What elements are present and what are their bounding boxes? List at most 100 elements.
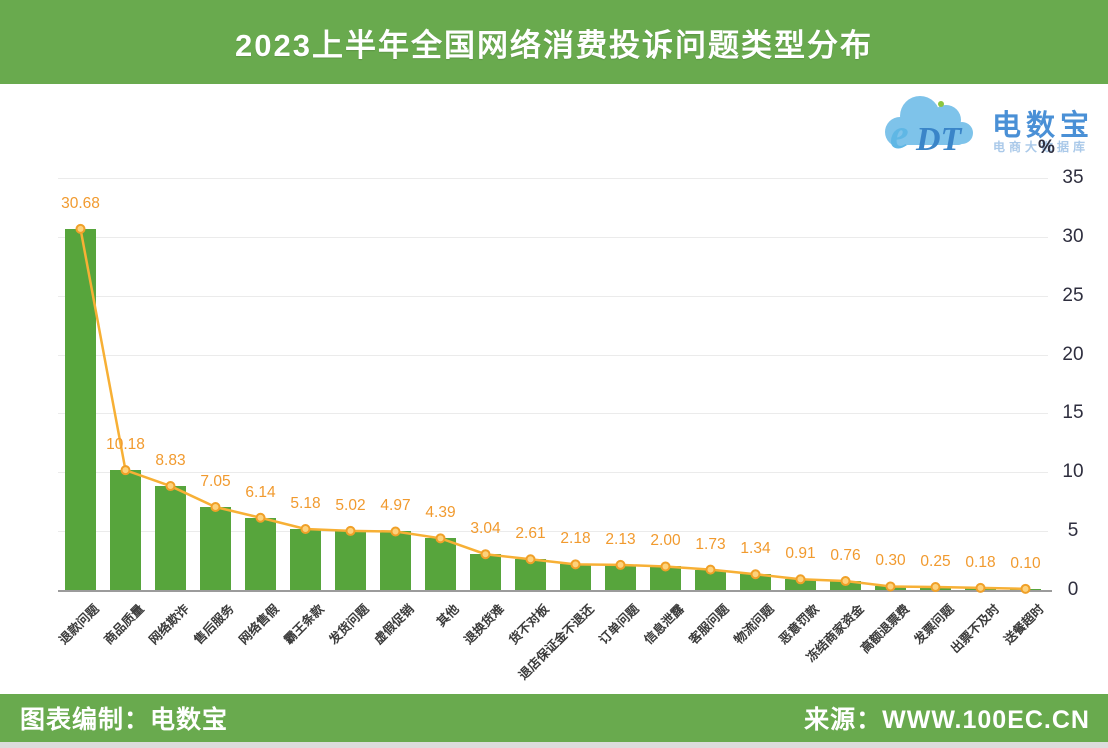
data-point-marker (840, 576, 851, 587)
footer-credit: 图表编制：电数宝 (20, 706, 229, 734)
data-point-marker (75, 223, 86, 234)
category-label: 出票不及时 (948, 601, 1003, 656)
y-axis-tick-label: 15 (1062, 402, 1084, 424)
bar (830, 581, 861, 590)
value-label: 5.18 (290, 495, 321, 513)
bar (515, 559, 546, 590)
cloud-logo-icon: e DT (878, 90, 988, 160)
header-banner: 2023上半年全国网络消费投诉问题类型分布 (0, 0, 1108, 84)
y-gridline (58, 354, 1048, 356)
bar (650, 566, 681, 590)
value-label: 1.73 (695, 535, 726, 553)
value-label: 2.61 (515, 525, 546, 543)
category-label: 退换货难 (461, 601, 508, 648)
category-label: 冻结商家资金 (804, 601, 868, 665)
data-point-marker (885, 581, 896, 592)
bar (875, 586, 906, 590)
y-gridline (58, 531, 1048, 533)
data-point-marker (390, 526, 401, 537)
category-label: 商品质量 (101, 601, 148, 648)
bar (470, 554, 501, 590)
value-label: 4.97 (380, 497, 411, 515)
data-point-marker (345, 525, 356, 536)
bar (200, 507, 231, 590)
chart-title: 2023上半年全国网络消费投诉问题类型分布 (235, 27, 873, 63)
value-label: 0.30 (875, 552, 906, 570)
value-label: 6.14 (245, 483, 276, 501)
category-label: 信息泄露 (641, 601, 688, 648)
value-label: 3.04 (470, 520, 501, 538)
y-axis-tick-label: 35 (1062, 167, 1084, 188)
y-axis-tick-label: 0 (1067, 579, 1079, 600)
y-gridline (58, 295, 1048, 297)
value-label: 4.39 (425, 504, 456, 522)
data-point-marker (210, 502, 221, 513)
svg-text:DT: DT (915, 121, 963, 158)
bar (65, 228, 96, 590)
y-axis-tick-label: 20 (1062, 343, 1084, 365)
bar (740, 574, 771, 590)
bar (380, 531, 411, 590)
data-point-marker (930, 582, 941, 593)
value-label: 2.00 (650, 532, 681, 550)
category-label: 售后服务 (191, 601, 238, 648)
data-point-marker (300, 524, 311, 535)
value-label: 0.25 (920, 553, 951, 571)
category-label: 发货问题 (326, 601, 373, 648)
data-point-marker (435, 533, 446, 544)
value-label: 7.05 (200, 473, 231, 490)
value-label: 8.83 (155, 452, 186, 470)
y-gridline (58, 413, 1048, 415)
logo-subtitle-text: 电商大数据库 (993, 140, 1090, 154)
y-axis-tick-label: 25 (1062, 284, 1084, 306)
data-point-marker (165, 481, 176, 492)
category-label: 物流问题 (731, 601, 778, 648)
category-label: 货不对板 (506, 601, 553, 648)
category-label: 送餐超时 (1001, 601, 1048, 648)
svg-text:e: e (890, 112, 909, 158)
value-label: 0.18 (965, 553, 996, 571)
y-gridline (58, 178, 1048, 179)
category-label: 霸王条款 (281, 601, 328, 648)
bar (155, 486, 186, 590)
category-label: 高额退票费 (858, 601, 913, 656)
bottom-strip (0, 742, 1108, 748)
data-point-marker (660, 561, 671, 572)
value-label: 1.34 (740, 540, 771, 558)
category-label: 退店保证金不退还 (516, 601, 598, 683)
y-axis-tick-label: 30 (1062, 225, 1084, 247)
edt-logo: e DT 电数宝 电商大数据库 (878, 90, 1098, 164)
data-point-marker (120, 465, 131, 476)
bar (695, 569, 726, 590)
category-label: 退款问题 (56, 601, 103, 648)
bar (605, 564, 636, 590)
y-axis-tick-label: 5 (1067, 520, 1079, 542)
data-point-marker (1020, 583, 1031, 594)
footer-source: 来源：WWW.100EC.CN (804, 706, 1090, 734)
bar (290, 529, 321, 590)
bar (785, 579, 816, 590)
value-label: 10.18 (106, 436, 145, 454)
category-label: 网络售假 (236, 601, 283, 648)
value-label: 2.13 (605, 530, 636, 548)
data-point-marker (570, 559, 581, 570)
footer-banner: 图表编制：电数宝 来源：WWW.100EC.CN (0, 694, 1108, 742)
bar (335, 530, 366, 590)
value-label: 0.91 (785, 545, 816, 563)
value-label: 5.02 (335, 496, 366, 514)
value-label: 2.18 (560, 530, 591, 548)
x-axis-line (58, 590, 1052, 592)
data-point-marker (975, 582, 986, 593)
bar (110, 470, 141, 590)
value-label: 30.68 (61, 194, 100, 212)
data-point-marker (795, 574, 806, 585)
category-label: 恶意罚款 (776, 601, 823, 648)
category-label: 网络欺诈 (146, 601, 193, 648)
category-label: 其他 (434, 601, 463, 630)
data-point-marker (705, 564, 716, 575)
y-gridline (58, 236, 1048, 238)
bar (1010, 588, 1041, 590)
value-label: 0.76 (830, 547, 861, 565)
bar (245, 517, 276, 590)
